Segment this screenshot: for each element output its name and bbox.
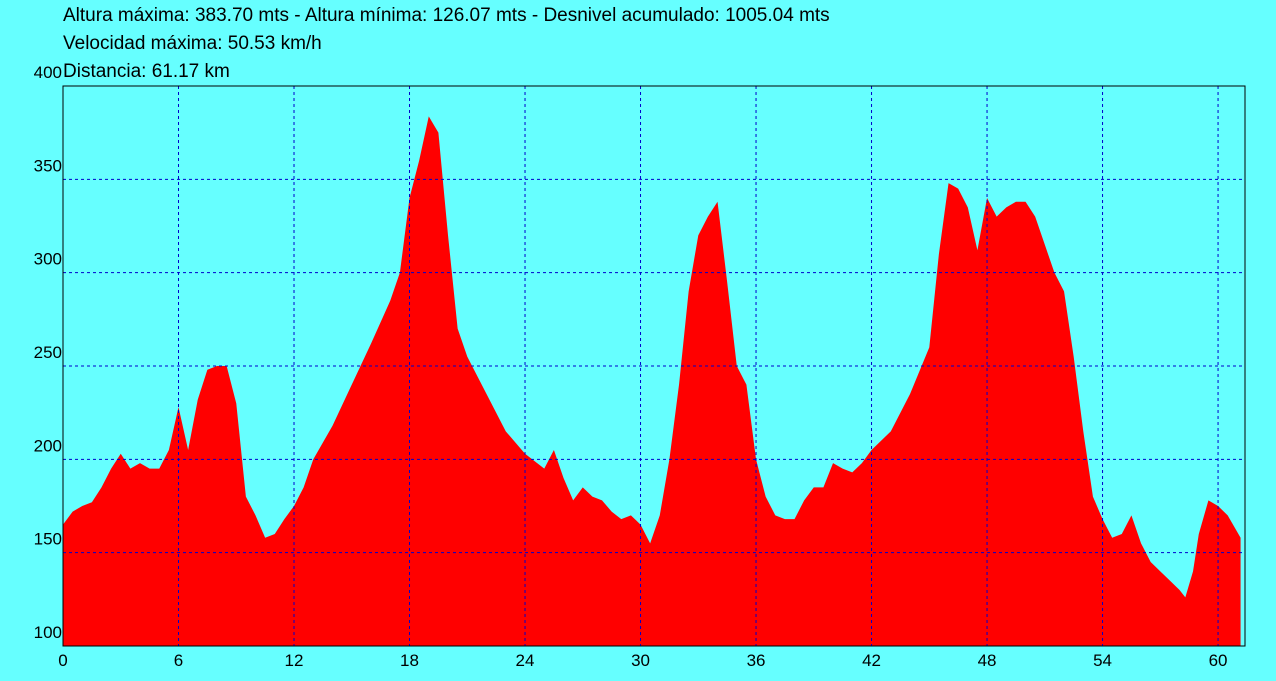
x-tick-label: 24 bbox=[516, 651, 535, 670]
x-tick-label: 12 bbox=[285, 651, 304, 670]
elevation-area bbox=[63, 116, 1241, 647]
annotation: Distancia: 61.17 km bbox=[63, 61, 230, 82]
y-tick-label: 250 bbox=[34, 343, 62, 362]
y-tick-label: 350 bbox=[34, 156, 62, 175]
y-tick-label: 300 bbox=[34, 250, 62, 269]
y-tick-label: 200 bbox=[34, 436, 62, 455]
y-tick-label: 150 bbox=[34, 530, 62, 549]
x-tick-label: 60 bbox=[1209, 651, 1228, 670]
x-tick-label: 48 bbox=[978, 651, 997, 670]
x-tick-label: 0 bbox=[58, 651, 67, 670]
x-tick-label: 36 bbox=[747, 651, 766, 670]
x-tick-label: 30 bbox=[631, 651, 650, 670]
chart-title: Altura máxima: 383.70 mts - Altura mínim… bbox=[63, 5, 830, 26]
x-tick-label: 6 bbox=[174, 651, 183, 670]
y-tick-label: 100 bbox=[34, 623, 62, 642]
x-tick-label: 18 bbox=[400, 651, 419, 670]
x-tick-label: 42 bbox=[862, 651, 881, 670]
chart-subtitle: Velocidad máxima: 50.53 km/h bbox=[63, 33, 322, 54]
x-tick-label: 54 bbox=[1093, 651, 1112, 670]
y-tick-label: 400 bbox=[34, 63, 62, 82]
plot-border bbox=[62, 85, 1246, 647]
